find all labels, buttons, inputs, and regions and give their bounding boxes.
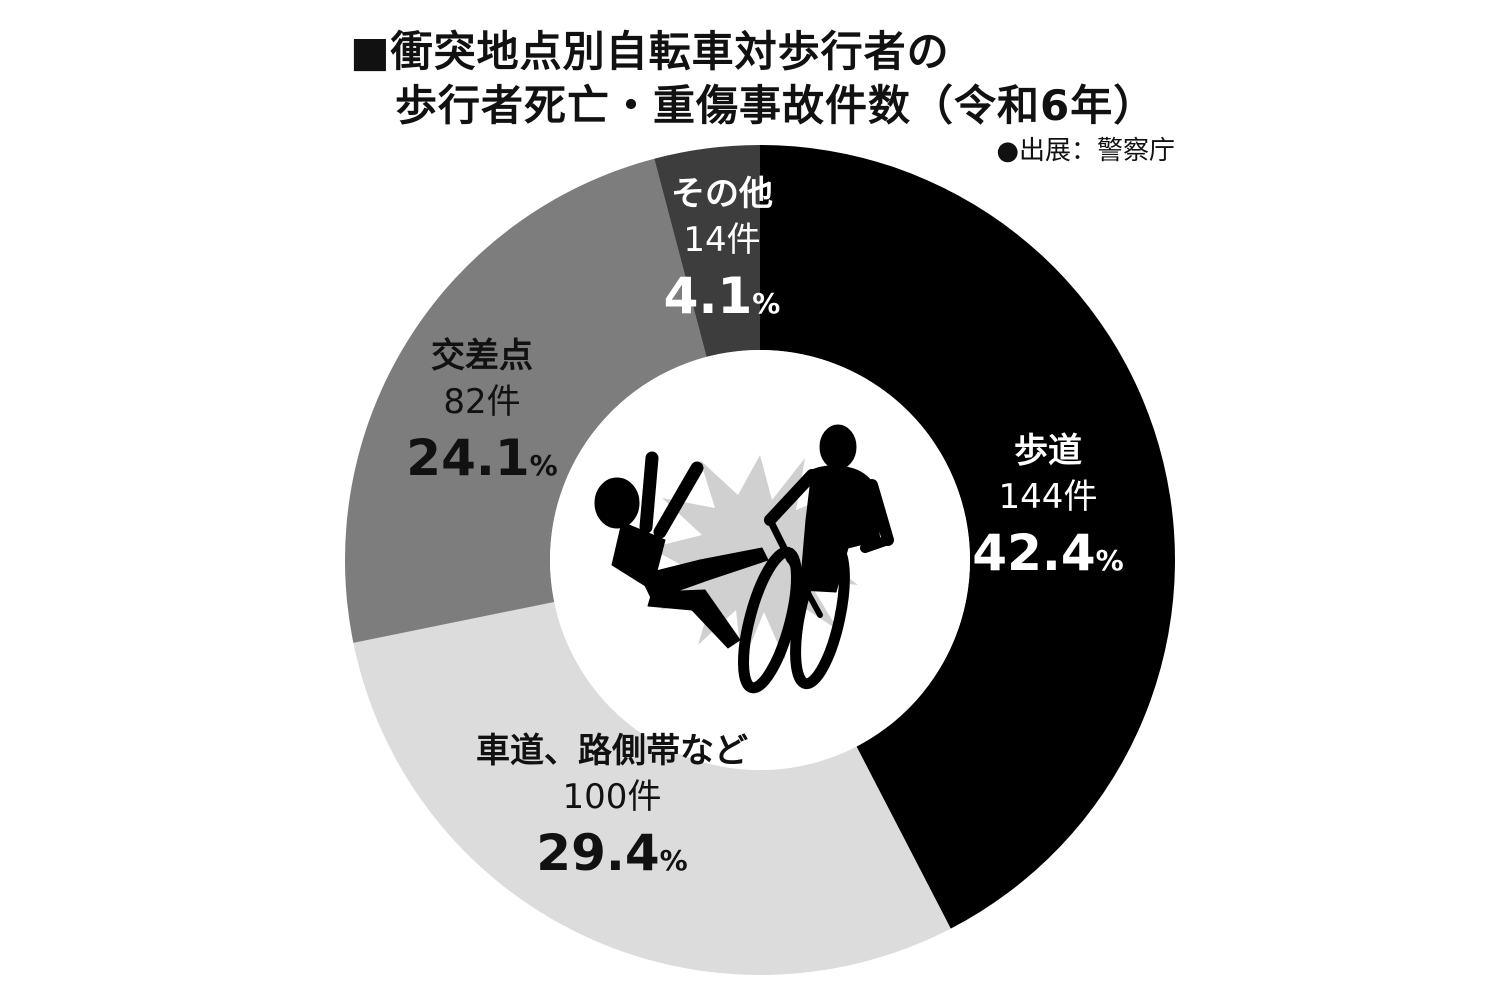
slice-name-roadway: 車道、路側帯など xyxy=(476,731,748,771)
slice-count-sidewalk: 144件 xyxy=(999,477,1098,517)
slice-count-intersection: 82件 xyxy=(443,382,520,422)
slice-name-intersection: 交差点 xyxy=(431,336,533,376)
pedestrian-and-cyclist-collision-icon xyxy=(594,424,894,694)
slice-percent-roadway: 29.4% xyxy=(536,824,687,882)
slice-count-roadway: 100件 xyxy=(563,777,662,817)
source-note: ●出展：警察庁 xyxy=(996,136,1175,166)
label-group: 歩道 144件 42.4% 車道、路側帯など 100件 29.4% 交差点 82件 24.1% そ… xyxy=(406,174,1123,882)
slice-name-other: その他 xyxy=(671,174,773,214)
slice-label-sidewalk: 歩道 144件 42.4% xyxy=(972,431,1123,582)
pie-slice-other xyxy=(654,145,760,357)
slice-count-other: 14件 xyxy=(683,220,760,260)
slice-label-other: その他 14件 4.1% xyxy=(664,174,781,325)
slice-percent-sidewalk: 42.4% xyxy=(972,524,1123,582)
slice-label-intersection: 交差点 82件 24.1% xyxy=(406,336,557,487)
pie-slice-sidewalk xyxy=(760,145,1175,929)
pie-slice-roadway xyxy=(353,601,951,975)
slice-percent-other: 4.1% xyxy=(664,267,781,325)
chart-title-line-2: 歩行者死亡・重傷事故件数（令和6年） xyxy=(395,81,1157,130)
falling-pedestrian-icon xyxy=(594,451,769,649)
cyclist-icon xyxy=(738,424,894,694)
pie-slice-intersection xyxy=(345,158,707,643)
chart-title-line-1: ■衝突地点別自転車対歩行者の xyxy=(350,27,950,76)
slice-percent-intersection: 24.1% xyxy=(406,429,557,487)
slice-label-roadway: 車道、路側帯など 100件 29.4% xyxy=(476,731,748,882)
slice-name-sidewalk: 歩道 xyxy=(1014,431,1082,471)
